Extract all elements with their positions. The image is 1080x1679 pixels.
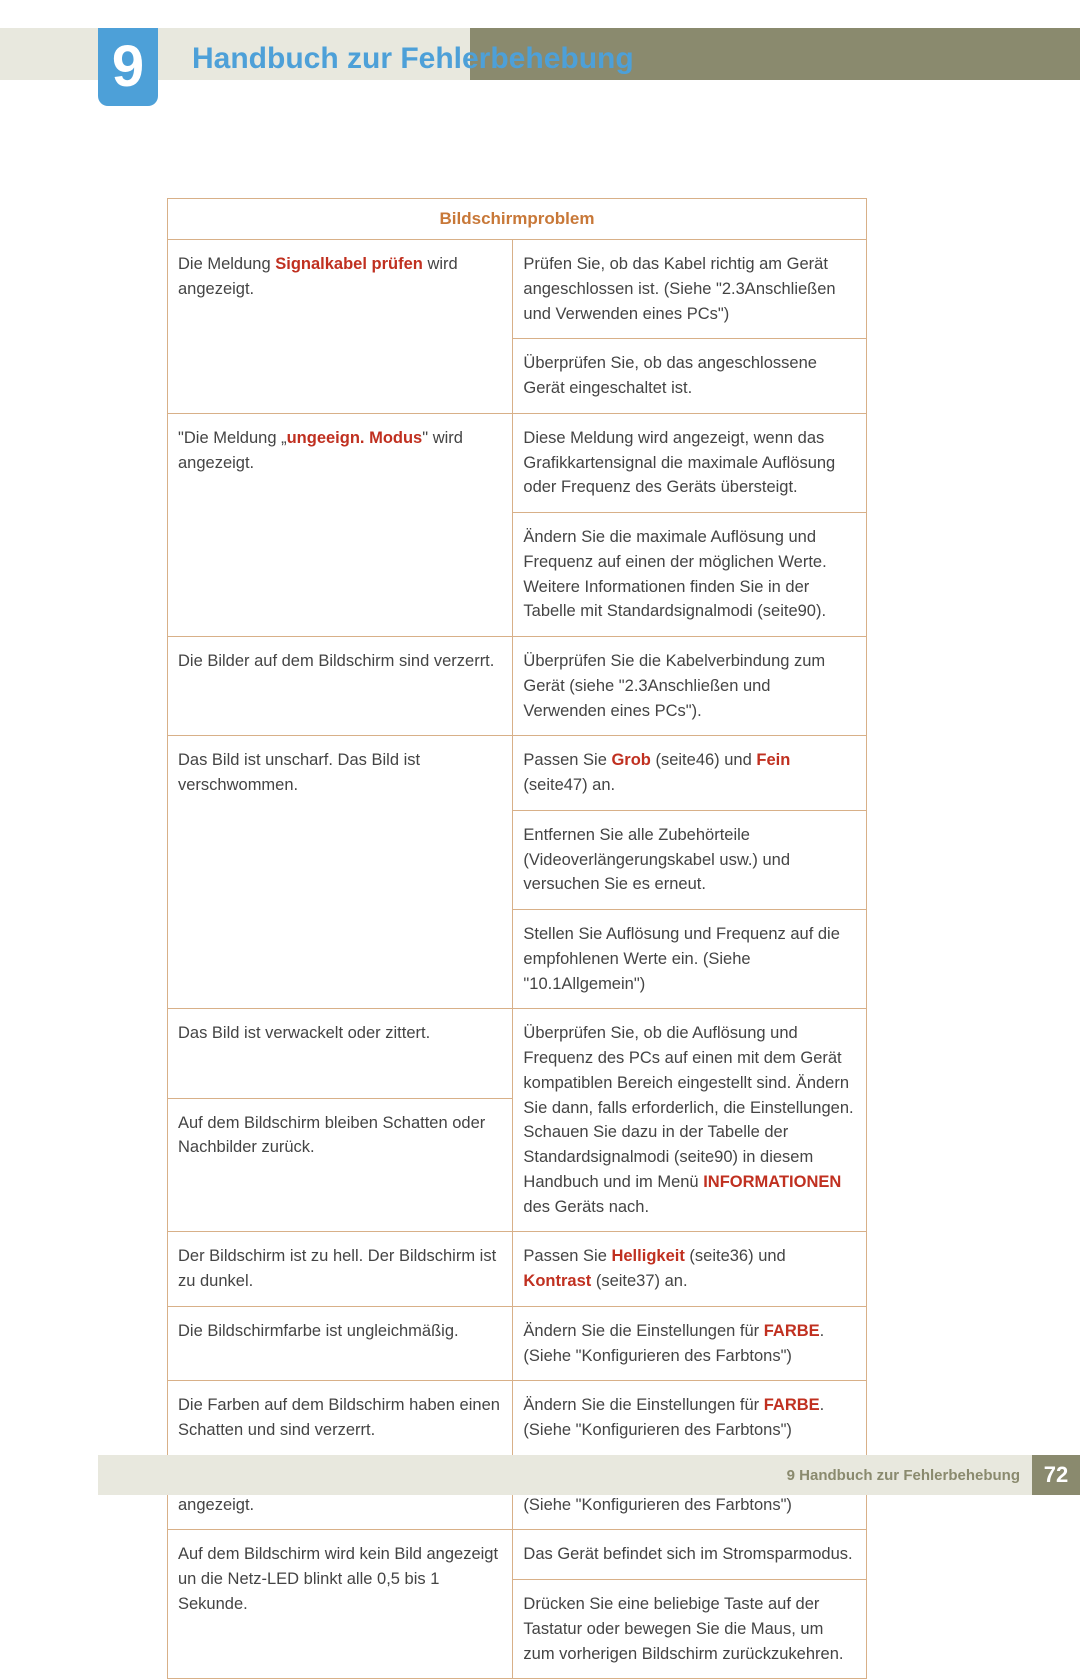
page-number-box: 72: [1032, 1455, 1080, 1495]
solution-cell: Drücken Sie eine beliebige Taste auf der…: [513, 1580, 867, 1679]
footer-bar: 9 Handbuch zur Fehlerbehebung 72: [98, 1455, 1080, 1495]
chapter-number-box: 9: [98, 28, 158, 106]
solution-cell: Ändern Sie die Einstellungen für FARBE. …: [513, 1381, 867, 1456]
highlighted-term: Kontrast: [523, 1272, 591, 1290]
solution-cell: Ändern Sie die Einstellungen für FARBE. …: [513, 1306, 867, 1381]
table-row: Die Farben auf dem Bildschirm haben eine…: [168, 1381, 867, 1456]
problem-cell: Der Bildschirm ist zu hell. Der Bildschi…: [168, 1232, 513, 1307]
problem-cell: Die Meldung Signalkabel prüfen wird ange…: [168, 240, 513, 414]
table-row: Das Bild ist verwackelt oder zittert.Übe…: [168, 1009, 867, 1098]
highlighted-term: FARBE: [764, 1322, 820, 1340]
chapter-number: 9: [112, 38, 144, 96]
page-number: 72: [1044, 1462, 1068, 1488]
footer-text: 9 Handbuch zur Fehlerbehebung: [787, 1467, 1020, 1484]
solution-cell: Diese Meldung wird angezeigt, wenn das G…: [513, 413, 867, 512]
solution-cell: Das Gerät befindet sich im Stromsparmodu…: [513, 1530, 867, 1580]
table-row: Die Bildschirmfarbe ist ungleichmäßig.Än…: [168, 1306, 867, 1381]
problem-cell: Die Bildschirmfarbe ist ungleichmäßig.: [168, 1306, 513, 1381]
highlighted-term: Fein: [756, 751, 790, 769]
highlighted-term: ungeeign. Modus: [287, 429, 423, 447]
highlighted-term: FARBE: [764, 1396, 820, 1414]
solution-cell: Überprüfen Sie, ob die Auflösung und Fre…: [513, 1009, 867, 1232]
table-row: Auf dem Bildschirm wird kein Bild angeze…: [168, 1530, 867, 1580]
problem-cell: "Die Meldung „ungeeign. Modus" wird ange…: [168, 413, 513, 636]
chapter-title: Handbuch zur Fehlerbehebung: [192, 42, 634, 76]
solution-cell: Ändern Sie die maximale Auflösung und Fr…: [513, 513, 867, 637]
problem-cell: Auf dem Bildschirm wird kein Bild angeze…: [168, 1530, 513, 1679]
table-row: Die Bilder auf dem Bildschirm sind verze…: [168, 637, 867, 736]
highlighted-term: Grob: [611, 751, 650, 769]
solution-cell: Prüfen Sie, ob das Kabel richtig am Gerä…: [513, 240, 867, 339]
table-row: "Die Meldung „ungeeign. Modus" wird ange…: [168, 413, 867, 512]
solution-cell: Überprüfen Sie, ob das angeschlossene Ge…: [513, 339, 867, 414]
problem-cell: Das Bild ist verwackelt oder zittert.: [168, 1009, 513, 1098]
problem-cell: Auf dem Bildschirm bleiben Schatten oder…: [168, 1098, 513, 1232]
highlighted-term: Signalkabel prüfen: [275, 255, 423, 273]
highlighted-term: Helligkeit: [611, 1247, 684, 1265]
table-row: Das Bild ist unscharf. Das Bild ist vers…: [168, 736, 867, 811]
problem-cell: Die Farben auf dem Bildschirm haben eine…: [168, 1381, 513, 1456]
solution-cell: Passen Sie Helligkeit (seite36) und Kont…: [513, 1232, 867, 1307]
solution-cell: Überprüfen Sie die Kabelverbindung zum G…: [513, 637, 867, 736]
solution-cell: Entfernen Sie alle Zubehörteile (Videove…: [513, 810, 867, 909]
table-header: Bildschirmproblem: [168, 199, 867, 240]
highlighted-term: INFORMATIONEN: [703, 1173, 841, 1191]
problem-cell: Die Bilder auf dem Bildschirm sind verze…: [168, 637, 513, 736]
table-row: Die Meldung Signalkabel prüfen wird ange…: [168, 240, 867, 339]
table-row: Der Bildschirm ist zu hell. Der Bildschi…: [168, 1232, 867, 1307]
solution-cell: Stellen Sie Auflösung und Frequenz auf d…: [513, 910, 867, 1009]
solution-cell: Passen Sie Grob (seite46) und Fein (seit…: [513, 736, 867, 811]
problem-cell: Das Bild ist unscharf. Das Bild ist vers…: [168, 736, 513, 1009]
